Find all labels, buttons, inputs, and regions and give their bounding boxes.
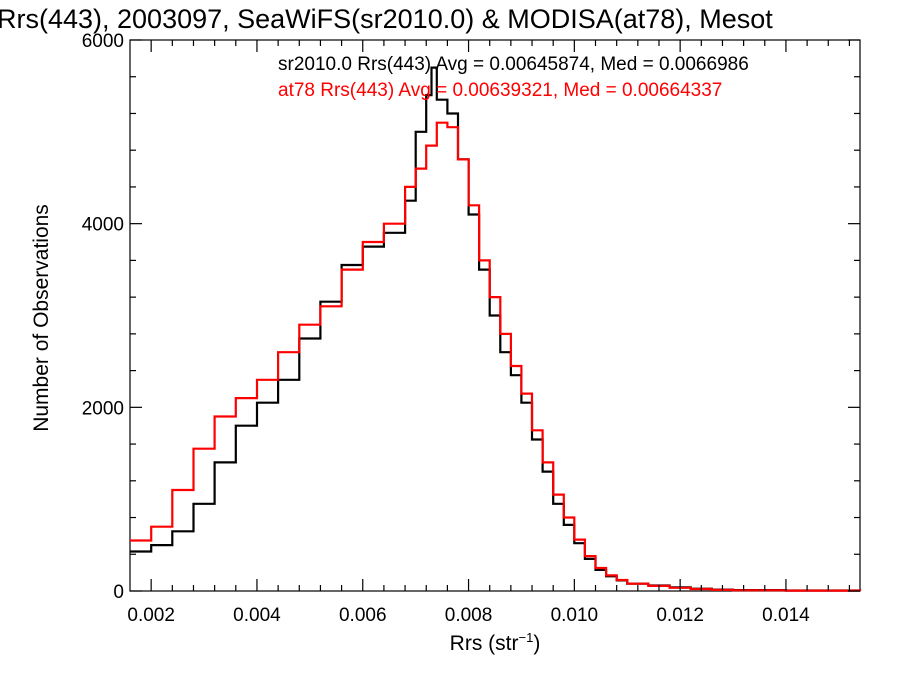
x-axis-label-close: ) [533,632,540,655]
plot-frame [129,39,861,592]
x-axis-label: Rrs (str−1) [450,630,541,655]
y-tick-label: 0 [113,582,124,603]
ticks-layer: 0.002 0.004 0.006 0.008 0.010 0.012 0.014 0 2000… [82,31,860,626]
y-tick-label: 4000 [82,215,124,236]
x-tick-label: 0.004 [233,605,281,626]
x-tick-label: 0.014 [762,605,810,626]
series-sr2010-line [130,66,862,592]
series-at78-line [130,121,862,592]
series-layer [130,66,862,592]
plot-area: 0.002 0.004 0.006 0.008 0.010 0.012 0.014 0 2000… [82,31,862,626]
x-tick-label: 0.010 [551,605,599,626]
annotation-sr2010: sr2010.0 Rrs(443) Avg = 0.00645874, Med … [278,54,749,75]
x-tick-label: 0.006 [339,605,387,626]
x-tick-label: 0.012 [656,605,704,626]
y-tick-label: 2000 [82,398,124,419]
x-axis-label-superscript: −1 [519,630,534,645]
x-axis-label-main: Rrs (str [450,632,519,655]
x-tick-label: 0.002 [127,605,175,626]
annotation-at78: at78 Rrs(443) Avg = 0.00639321, Med = 0.… [278,80,722,101]
y-tick-label: 6000 [82,31,124,52]
x-tick-label: 0.008 [445,605,493,626]
chart-title: Rrs(443), 2003097, SeaWiFS(sr2010.0) & M… [0,4,773,34]
y-axis-label: Number of Observations [30,204,53,432]
